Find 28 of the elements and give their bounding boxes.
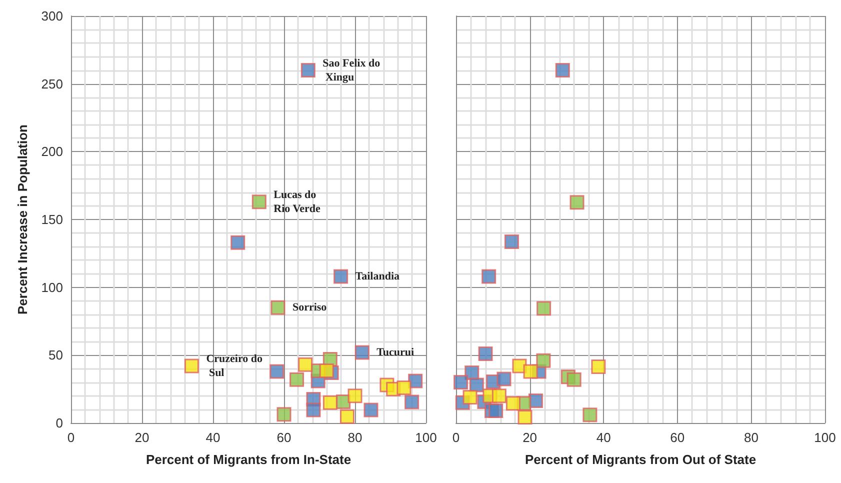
x-tick-label: 80 bbox=[744, 430, 758, 445]
annotation: Lucas do Rio Verde bbox=[274, 188, 321, 215]
x-tick-label: 100 bbox=[415, 430, 437, 445]
x-tick-label: 40 bbox=[206, 430, 220, 445]
y-tick-label: 150 bbox=[41, 212, 63, 227]
x-tick-label: 100 bbox=[814, 430, 836, 445]
y-tick-label: 100 bbox=[41, 280, 63, 295]
x-tick-label: 80 bbox=[348, 430, 362, 445]
y-tick-label: 0 bbox=[56, 416, 63, 430]
y-tick-label: 250 bbox=[41, 76, 63, 92]
x-tick-label: 0 bbox=[452, 430, 460, 445]
y-axis-title: Percent Increase in Population bbox=[15, 124, 30, 314]
annotation: Sao Felix do Xingu bbox=[322, 57, 381, 84]
x-tick-label: 60 bbox=[670, 430, 685, 445]
x-tick-label: 40 bbox=[596, 430, 611, 445]
y-tick-label: 200 bbox=[41, 144, 63, 160]
annotation: Tucurui bbox=[376, 346, 414, 358]
annotation: Tailandia bbox=[355, 270, 400, 282]
annotation: Cruzeiro do Sul bbox=[206, 353, 264, 380]
x-axis-title: Percent of Migrants from In-State bbox=[146, 452, 352, 467]
x-tick-label: 20 bbox=[134, 430, 150, 445]
x-tick-label: 20 bbox=[522, 430, 538, 445]
x-axis-title: Percent of Migrants from Out of State bbox=[524, 452, 756, 467]
x-tick-label: 0 bbox=[67, 430, 75, 445]
y-tick-label: 50 bbox=[48, 348, 63, 363]
annotation: Sorriso bbox=[292, 302, 328, 314]
x-tick-label: 60 bbox=[276, 430, 292, 445]
y-tick-label: 300 bbox=[41, 8, 63, 24]
